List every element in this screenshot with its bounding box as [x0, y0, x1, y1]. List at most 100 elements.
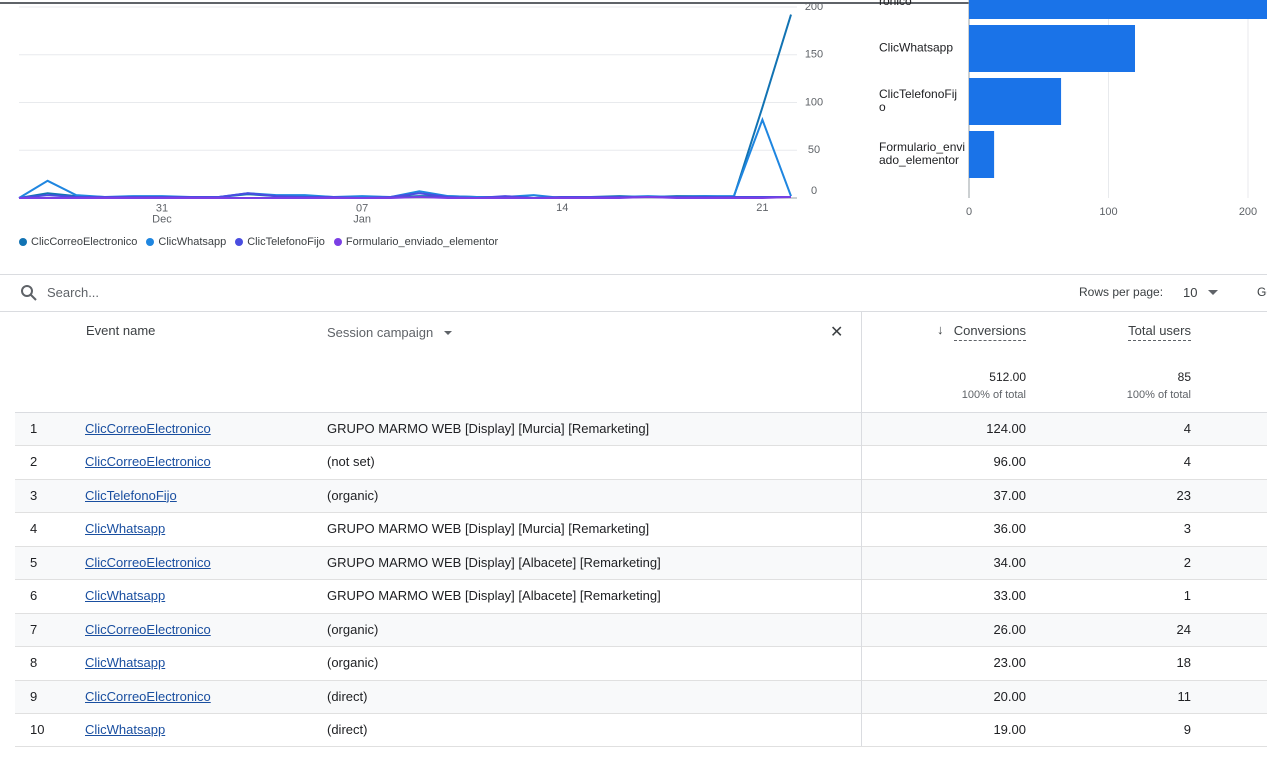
rows-per-page-select[interactable]: 10: [1183, 285, 1198, 300]
conversions: 20.00: [993, 688, 1026, 704]
legend-swatch: [146, 238, 155, 246]
row-index: 6: [30, 588, 38, 604]
session-campaign: (organic): [327, 655, 379, 671]
bar: [969, 25, 1136, 72]
total-users: 3: [1183, 521, 1191, 537]
total-users: 9: [1183, 722, 1191, 738]
remove-dimension[interactable]: ✕: [830, 324, 844, 341]
session-campaign: GRUPO MARMO WEB [Display] [Murcia] [Rema…: [327, 421, 650, 436]
rows-per-page-label: Rows per page:: [1079, 285, 1164, 299]
column-header[interactable]: Session campaign: [327, 325, 434, 340]
column-header: Event name: [86, 323, 156, 338]
legend-item[interactable]: ClicTelefonoFijo: [235, 236, 325, 248]
legend-label: ClicTelefonoFijo: [247, 236, 325, 248]
legend-item[interactable]: Formulario_enviado_elementor: [333, 236, 499, 248]
row-index: 1: [30, 421, 38, 436]
conversions: 33.00: [993, 588, 1026, 604]
sort-arrow: ↓: [937, 322, 944, 337]
bar-category-label: ClicCorreoElectronico: [879, 0, 963, 8]
column-header[interactable]: Conversions: [953, 323, 1026, 341]
total-users: 1: [1183, 588, 1191, 604]
row-index: 5: [30, 554, 38, 570]
legend: ClicCorreoElectronico ClicWhatsapp ClicTel…: [19, 236, 498, 248]
row-index: 8: [30, 655, 38, 671]
session-campaign: (not set): [327, 454, 375, 470]
table-row: [15, 413, 1267, 447]
x-tick-label: 07 Jan: [353, 202, 371, 225]
divider: [861, 311, 862, 746]
table-row: [15, 479, 1267, 514]
table-row: [15, 714, 1267, 748]
event-name-link[interactable]: ClicWhatsapp: [85, 588, 166, 604]
session-campaign: GRUPO MARMO WEB [Display] [Murcia] [Rema…: [327, 521, 650, 537]
event-name-link[interactable]: ClicCorreoElectronico: [85, 554, 211, 570]
conversions: 26.00: [993, 621, 1026, 637]
conversions: 37.00: [993, 487, 1026, 503]
legend-item[interactable]: ClicWhatsapp: [146, 236, 226, 248]
event-name-link[interactable]: ClicCorreoElectronico: [85, 454, 211, 470]
column-header[interactable]: Total users: [1128, 323, 1191, 341]
bar: [969, 131, 995, 178]
y-tick-label: 100: [805, 96, 823, 108]
x-tick-label: 200: [1239, 206, 1257, 218]
session-campaign: (organic): [327, 621, 379, 637]
total-share: 100% of total: [961, 389, 1026, 401]
row-index: 7: [30, 621, 38, 637]
table-row: [15, 446, 1267, 480]
search-input[interactable]: Search...: [47, 285, 100, 300]
y-tick-label: 150: [805, 49, 823, 61]
legend-label: Formulario_enviado_elementor: [345, 236, 499, 248]
session-campaign: (organic): [327, 487, 379, 503]
row-index: 3: [30, 487, 38, 503]
event-name-link[interactable]: ClicCorreoElectronico: [85, 688, 211, 704]
bar-category-label: ClicWhatsapp: [879, 41, 953, 55]
session-campaign: GRUPO MARMO WEB [Display] [Albacete] [Re…: [327, 554, 661, 570]
total-value: 512.00: [989, 370, 1026, 384]
dropdown-caret[interactable]: [444, 331, 452, 335]
conversions: 19.00: [993, 722, 1026, 738]
bar-category-label: ClicTelefonoFij o: [879, 87, 957, 114]
table-row: [15, 680, 1267, 715]
conversions: 23.00: [993, 655, 1026, 671]
event-name-link[interactable]: ClicCorreoElectronico: [85, 621, 211, 637]
event-name-link[interactable]: ClicWhatsapp: [85, 655, 166, 671]
dropdown-caret: [1208, 290, 1218, 295]
y-tick-label: 0: [811, 185, 817, 197]
session-campaign: GRUPO MARMO WEB [Display] [Albacete] [Re…: [327, 588, 661, 604]
table-row: [15, 580, 1267, 614]
x-tick-label: 14: [556, 202, 568, 214]
legend-label: ClicCorreoElectronico: [31, 236, 138, 248]
go-to-label: Go: [1257, 285, 1267, 299]
event-name-link[interactable]: ClicWhatsapp: [85, 521, 166, 537]
legend-item[interactable]: ClicCorreoElectronico: [19, 236, 137, 248]
row-border: [15, 412, 1267, 413]
total-users: 24: [1176, 621, 1191, 637]
total-users: 18: [1176, 655, 1191, 671]
x-tick-label: 100: [1099, 206, 1117, 218]
total-users: 2: [1183, 554, 1191, 570]
line-series: [19, 195, 792, 199]
total-users: 23: [1176, 487, 1191, 503]
row-index: 2: [30, 454, 38, 470]
table-row: [15, 513, 1267, 547]
total-share: 100% of total: [1126, 389, 1191, 401]
table-row: [15, 546, 1267, 581]
event-name-link[interactable]: ClicWhatsapp: [85, 722, 166, 738]
table-row: [15, 613, 1267, 648]
event-name-link[interactable]: ClicTelefonoFijo: [85, 487, 177, 503]
legend-swatch: [235, 238, 244, 246]
legend-label: ClicWhatsapp: [158, 236, 227, 248]
conversions: 96.00: [993, 454, 1026, 470]
row-index: 4: [30, 521, 38, 537]
bar-category-label: Formulario_envi ado_elementor: [879, 140, 965, 167]
bar: [969, 78, 1062, 125]
session-campaign: (direct): [327, 722, 368, 738]
search-icon: [21, 285, 37, 301]
bar: [969, 0, 1267, 19]
event-name-link[interactable]: ClicCorreoElectronico: [85, 421, 211, 436]
session-campaign: (direct): [327, 688, 368, 704]
toolbar: [0, 274, 1267, 312]
